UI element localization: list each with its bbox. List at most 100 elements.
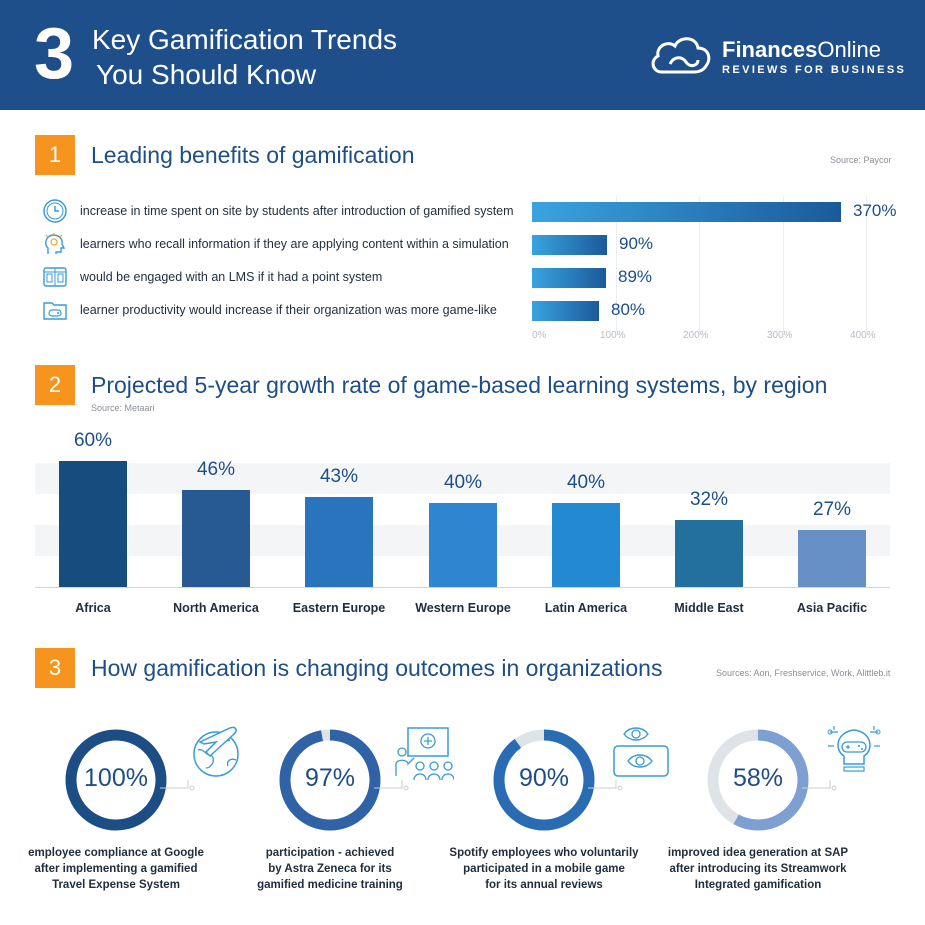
region-bar <box>798 530 866 587</box>
gridline <box>783 196 784 332</box>
axis-tick-label: 0% <box>532 330 547 341</box>
region-value: 40% <box>566 472 606 493</box>
benefit-value: 90% <box>619 234 654 253</box>
header-banner: 3 Key Gamification Trends You Should Kno… <box>0 0 925 110</box>
chart-baseline <box>35 587 890 588</box>
benefit-row: learner productivity would increase if t… <box>42 297 922 323</box>
region-value: 27% <box>812 499 852 520</box>
benefit-row: learners who recall information if they … <box>42 231 922 257</box>
chart-band <box>35 463 890 494</box>
donut-slice <box>65 729 167 831</box>
section-1-number: 1 <box>35 135 75 175</box>
caption-line: Spotify employees who voluntarily <box>449 847 639 859</box>
axis-tick-label: 300% <box>767 330 793 341</box>
caption-line: after implementing a gamified <box>34 863 198 875</box>
benefit-label: increase in time spent on site by studen… <box>80 204 514 218</box>
caption-line: Integrated gamification <box>694 879 822 891</box>
benefit-bar <box>532 202 841 222</box>
region-bar <box>182 490 250 587</box>
connector-line <box>374 780 409 791</box>
region-label: North America <box>173 601 259 615</box>
airplane-globe-icon <box>193 726 239 777</box>
caption-line: by Astra Zeneca for its <box>268 863 392 875</box>
gridline <box>866 196 867 332</box>
caption-line: improved idea generation at SAP <box>667 847 849 859</box>
gridline <box>699 196 700 332</box>
donut-slice <box>707 729 809 831</box>
donut-value: 58% <box>732 764 784 792</box>
region-label: Eastern Europe <box>292 601 386 615</box>
benefit-label: learner productivity would increase if t… <box>80 303 497 317</box>
donut-chart <box>493 729 595 831</box>
gridline <box>616 196 617 332</box>
donut-chart <box>65 729 167 831</box>
outcome-caption: improved idea generation at SAP after int… <box>658 845 858 893</box>
axis-tick-label: 200% <box>683 330 709 341</box>
caption-line: after introducing its Streamwork <box>669 863 847 875</box>
clock-icon <box>43 199 67 223</box>
section-3-title: How gamification is changing outcomes in… <box>91 655 663 681</box>
page-title: Key Gamification Trends You Should Know <box>92 22 397 92</box>
section-2-number: 2 <box>35 365 75 405</box>
caption-line: Travel Expense System <box>52 879 180 891</box>
benefit-row: increase in time spent on site by studen… <box>42 198 922 224</box>
benefit-label: learners who recall information if they … <box>80 237 509 251</box>
page-title-line2: You Should Know <box>96 59 317 90</box>
brand-name: FinancesOnline <box>722 37 881 62</box>
region-value: 60% <box>73 430 113 451</box>
benefit-value: 89% <box>618 267 653 286</box>
axis-tick-label: 400% <box>850 330 876 341</box>
connector-line <box>588 780 623 791</box>
section-3-source: Sources: Aon, Freshservice, Work, Alittl… <box>716 668 891 678</box>
caption-line: for its annual reviews <box>485 879 603 891</box>
connector-line <box>160 780 195 791</box>
brand-logo[interactable]: FinancesOnline REVIEWS FOR BUSINESS <box>648 34 908 78</box>
section-1-source: Source: Paycor <box>830 155 892 165</box>
caption-line: participation - achieved <box>265 847 395 859</box>
benefit-bar <box>532 301 599 321</box>
region-label: Middle East <box>674 601 744 615</box>
region-value: 40% <box>443 472 483 493</box>
section-3-number: 3 <box>35 648 75 688</box>
page-title-line1: Key Gamification Trends <box>92 24 398 55</box>
benefit-row: would be engaged with an LMS if it had a… <box>42 264 922 290</box>
region-value: 43% <box>319 466 359 487</box>
region-bar <box>305 497 373 587</box>
region-label: Africa <box>75 601 111 615</box>
axis-tick-label: 100% <box>600 330 626 341</box>
benefit-bar <box>532 235 607 255</box>
outcome-caption: Spotify employees who voluntarily partici… <box>444 845 644 893</box>
scoreboard-icon <box>43 267 67 287</box>
caption-line: employee compliance at Google <box>28 847 204 859</box>
caption-line: participated in a mobile game <box>463 863 625 875</box>
caption-line: gamified medicine training <box>257 879 403 891</box>
outcome-caption: participation - achieved by Astra Zeneca … <box>230 845 430 893</box>
donut-chart <box>279 729 381 831</box>
connector-line <box>802 780 837 791</box>
header-number: 3 <box>34 14 75 94</box>
donut-slice <box>493 729 595 831</box>
donut-chart <box>707 729 809 831</box>
donut-value: 100% <box>84 764 148 792</box>
region-bar <box>59 461 127 587</box>
region-label: Asia Pacific <box>796 601 868 615</box>
donut-slice <box>279 729 381 831</box>
phone-eye-icon <box>613 727 669 777</box>
benefit-label: would be engaged with an LMS if it had a… <box>80 270 383 284</box>
outcome-caption: employee compliance at Google after imple… <box>16 845 216 893</box>
benefit-bar <box>532 268 606 288</box>
presentation-icon <box>395 727 454 781</box>
region-label: Latin America <box>544 601 628 615</box>
region-value: 46% <box>196 459 236 480</box>
region-bar <box>429 503 497 587</box>
benefit-value: 370% <box>853 201 897 220</box>
gamepad-bulb-icon <box>827 726 881 772</box>
section-1-title: Leading benefits of gamification <box>91 142 415 168</box>
gamepad-folder-icon <box>43 302 67 320</box>
donut-value: 90% <box>518 764 570 792</box>
cloud-icon <box>651 37 711 74</box>
region-bar <box>675 520 743 587</box>
donut-value: 97% <box>304 764 356 792</box>
region-value: 32% <box>689 489 729 510</box>
benefit-value: 80% <box>611 300 646 319</box>
